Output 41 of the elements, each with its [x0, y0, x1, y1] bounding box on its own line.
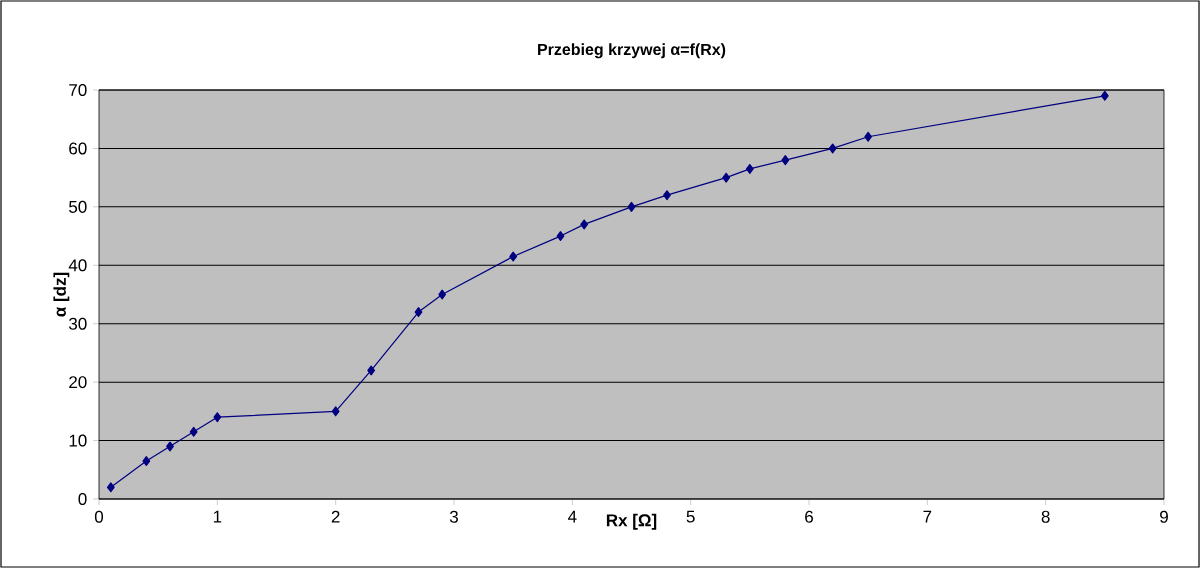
point [367, 365, 376, 376]
point [106, 482, 115, 493]
y-tick-label: 20 [69, 376, 87, 389]
x-tick-label: 2 [331, 510, 340, 523]
point [189, 426, 198, 437]
point [627, 201, 636, 212]
point [509, 251, 518, 262]
x-tick-label: 1 [213, 510, 222, 523]
point [1100, 90, 1109, 101]
y-tick-label: 60 [69, 142, 87, 155]
chart-title: Przebieg krzywej α=f(Rx) [538, 43, 726, 59]
x-tick-label: 6 [805, 510, 813, 523]
point [580, 219, 589, 230]
x-tick-label: 7 [923, 510, 932, 523]
y-tick-label: 0 [78, 493, 87, 506]
point [331, 406, 340, 417]
y-tick-label: 10 [69, 434, 87, 447]
y-tick-label: 40 [68, 259, 87, 272]
y-tick-label: 70 [69, 84, 87, 97]
x-tick-label: 3 [449, 510, 458, 523]
x-tick-label: 5 [686, 510, 695, 523]
point [142, 456, 151, 467]
point [745, 163, 754, 174]
point [828, 143, 837, 154]
point [213, 412, 222, 423]
y-axis-title: α [dz] [53, 272, 70, 317]
point [864, 131, 873, 142]
point [166, 441, 174, 452]
point [781, 155, 790, 166]
y-tick-label: 30 [69, 317, 87, 330]
x-axis-title: Rx [Ω] [606, 513, 657, 530]
point [663, 190, 671, 201]
point [438, 289, 447, 300]
point [414, 307, 423, 318]
x-tick-label: 0 [94, 510, 104, 523]
x-tick-label: 8 [1041, 510, 1050, 523]
x-tick-label: 4 [567, 510, 577, 523]
x-tick-label: 9 [1160, 510, 1168, 523]
point [556, 231, 565, 242]
point [722, 172, 731, 183]
y-tick-label: 50 [69, 200, 87, 213]
